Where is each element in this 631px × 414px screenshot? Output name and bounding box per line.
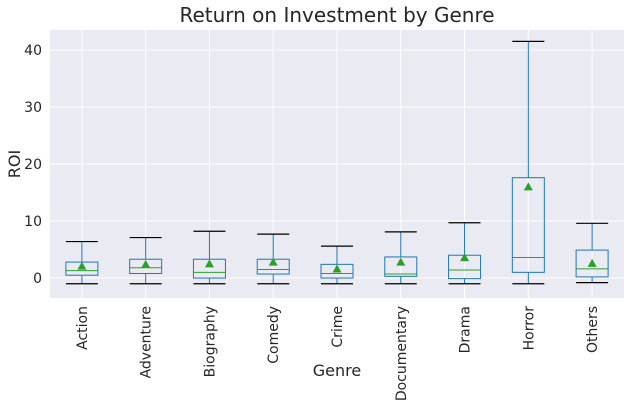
y-tick-label: 40 [24, 43, 42, 59]
mean-marker [332, 264, 342, 273]
box-crime [320, 245, 354, 285]
box-biography [192, 230, 226, 285]
y-axis-title: ROI [5, 150, 24, 178]
mean-marker [77, 261, 87, 270]
mean-marker [523, 182, 533, 191]
mean-marker [204, 259, 214, 268]
box-documentary [384, 231, 418, 285]
y-tick-label: 20 [24, 157, 42, 173]
x-tick-labels: Action Adventure Biography Comedy Crime Docum… [75, 306, 601, 401]
iqr-box [511, 177, 545, 273]
mean-marker [460, 253, 470, 262]
x-tick-label: Biography [202, 306, 218, 377]
x-tick-label: Documentary [394, 306, 410, 401]
mean-marker [587, 258, 597, 267]
box-action [65, 240, 99, 285]
box-drama [448, 222, 482, 285]
iqr-box [575, 249, 609, 278]
box-comedy [256, 233, 290, 285]
box-horror [511, 40, 545, 285]
box-adventure [129, 236, 163, 285]
mean-marker [141, 259, 151, 268]
y-tick-labels: 0 10 20 30 40 [24, 43, 42, 287]
iqr-box [129, 258, 163, 274]
y-tick-label: 10 [24, 214, 42, 230]
x-tick-label: Action [75, 306, 91, 350]
box-series [65, 40, 609, 285]
chart-title: Return on Investment by Genre [179, 3, 494, 27]
x-tick-label: Drama [458, 306, 474, 353]
box-others [575, 222, 609, 284]
mean-marker [268, 257, 278, 266]
x-tick-label: Crime [330, 306, 346, 348]
x-tick-label: Others [585, 306, 601, 353]
iqr-box [192, 258, 226, 279]
y-tick-label: 0 [33, 271, 42, 287]
x-tick-label: Horror [521, 306, 537, 351]
x-axis-title: Genre [313, 361, 361, 380]
x-tick-label: Adventure [139, 306, 155, 378]
iqr-box [384, 256, 418, 277]
y-tick-label: 30 [24, 100, 42, 116]
mean-marker [396, 257, 406, 266]
iqr-box [320, 263, 354, 279]
x-tick-label: Comedy [266, 306, 282, 364]
